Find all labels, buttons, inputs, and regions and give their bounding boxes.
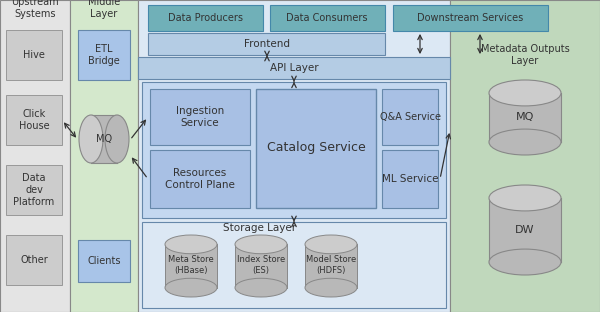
Ellipse shape [165, 235, 217, 254]
Bar [6, 95, 62, 145]
Text: Resources
Control Plane: Resources Control Plane [165, 168, 235, 190]
Bar [70, 0, 138, 312]
Text: ETL
Bridge: ETL Bridge [88, 44, 120, 66]
Bar [138, 0, 450, 312]
Ellipse shape [165, 278, 217, 297]
Text: Downstream Services: Downstream Services [417, 13, 523, 23]
Ellipse shape [305, 278, 357, 297]
Bar [450, 0, 600, 312]
Text: Other: Other [20, 255, 48, 265]
Bar [270, 5, 385, 31]
Bar [165, 244, 217, 288]
Text: Metadata Outputs
Layer: Metadata Outputs Layer [481, 44, 569, 66]
Text: Frontend: Frontend [244, 39, 290, 49]
Text: API Layer: API Layer [269, 63, 319, 73]
Text: DW: DW [515, 225, 535, 235]
Bar [78, 30, 130, 80]
Text: Index Store
(ES): Index Store (ES) [237, 255, 285, 275]
Bar [142, 222, 446, 308]
Ellipse shape [489, 80, 561, 106]
Bar [6, 235, 62, 285]
Text: MQ: MQ [96, 134, 112, 144]
Text: Data Producers: Data Producers [167, 13, 242, 23]
Bar [91, 115, 117, 163]
Text: Meta Store
(HBase): Meta Store (HBase) [168, 255, 214, 275]
Text: Catalog Service: Catalog Service [266, 142, 365, 154]
Bar [256, 89, 376, 208]
Ellipse shape [305, 235, 357, 254]
Text: ML Service: ML Service [382, 174, 438, 184]
Text: Ingestion
Service: Ingestion Service [176, 106, 224, 128]
Ellipse shape [489, 249, 561, 275]
Bar [150, 89, 250, 145]
Text: Click
House: Click House [19, 109, 49, 131]
Text: Clients: Clients [87, 256, 121, 266]
Bar [150, 150, 250, 208]
Bar [6, 30, 62, 80]
Bar [138, 57, 450, 79]
Bar [148, 33, 385, 55]
Bar [382, 150, 438, 208]
Text: Q&A Service: Q&A Service [380, 112, 440, 122]
Bar [489, 198, 561, 262]
Text: Storage Layer: Storage Layer [223, 223, 296, 233]
Bar [393, 5, 548, 31]
Ellipse shape [489, 185, 561, 211]
Bar [382, 89, 438, 145]
Bar [235, 244, 287, 288]
Ellipse shape [235, 235, 287, 254]
Bar [305, 244, 357, 288]
Ellipse shape [105, 115, 129, 163]
Text: Model Store
(HDFS): Model Store (HDFS) [306, 255, 356, 275]
Bar [142, 82, 446, 218]
Ellipse shape [235, 278, 287, 297]
Ellipse shape [79, 115, 103, 163]
Text: Data
dev
Platform: Data dev Platform [13, 173, 55, 207]
Text: Middle
Layer: Middle Layer [88, 0, 120, 19]
Bar [0, 0, 70, 312]
Ellipse shape [489, 129, 561, 155]
Bar [78, 240, 130, 282]
Text: Upstream
Systems: Upstream Systems [11, 0, 59, 19]
Bar [6, 165, 62, 215]
Bar [489, 93, 561, 142]
Text: Hive: Hive [23, 50, 45, 60]
Text: MQ: MQ [516, 112, 534, 122]
Bar [148, 5, 263, 31]
Text: Data Consumers: Data Consumers [286, 13, 368, 23]
